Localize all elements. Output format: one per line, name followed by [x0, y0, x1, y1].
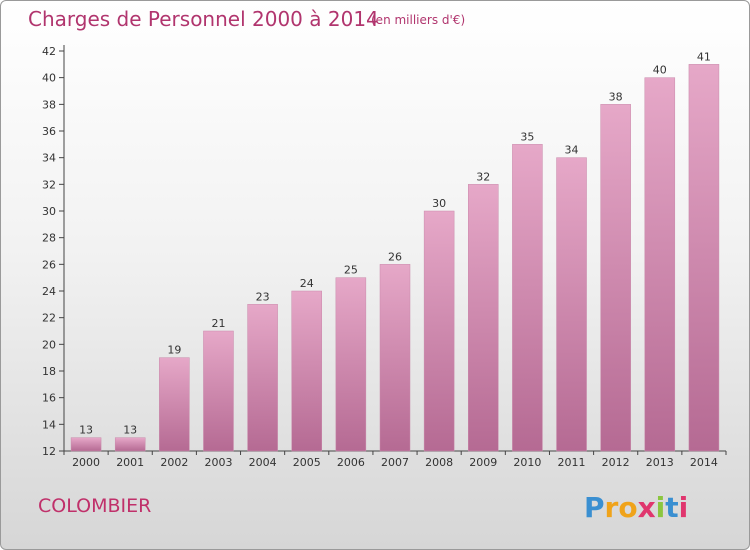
- y-tick-label: 16: [42, 392, 56, 405]
- bar: [291, 290, 322, 452]
- logo-letter: t: [665, 491, 679, 524]
- chart-subtitle: (en milliers d'€): [371, 13, 466, 27]
- bar-value-label: 35: [520, 130, 534, 143]
- x-tick-label: 2003: [204, 456, 232, 469]
- bar-value-label: 40: [653, 64, 667, 77]
- proxiti-logo: Proxiti: [584, 491, 688, 524]
- logo-letter: P: [584, 491, 605, 524]
- bar: [203, 330, 234, 452]
- x-tick-label: 2000: [72, 456, 100, 469]
- x-tick-label: 2007: [381, 456, 409, 469]
- bar-value-label: 23: [256, 290, 270, 303]
- x-tick-label: 2008: [425, 456, 453, 469]
- y-tick-label: 26: [42, 258, 56, 271]
- bar: [468, 184, 499, 452]
- y-tick-label: 34: [42, 152, 56, 165]
- y-tick-label: 18: [42, 365, 56, 378]
- y-tick-label: 36: [42, 125, 56, 138]
- bar-value-label: 24: [300, 277, 314, 290]
- y-tick-label: 22: [42, 312, 56, 325]
- y-tick-label: 28: [42, 232, 56, 245]
- bar: [512, 144, 543, 452]
- bar: [335, 277, 367, 452]
- bar-value-label: 21: [211, 317, 225, 330]
- bar: [159, 357, 190, 452]
- x-tick-label: 2006: [337, 456, 365, 469]
- logo-letter: i: [678, 491, 689, 524]
- x-tick-label: 2013: [646, 456, 674, 469]
- bar: [423, 210, 455, 452]
- y-tick-label: 38: [42, 98, 56, 111]
- x-tick-label: 2010: [513, 456, 541, 469]
- y-tick-label: 42: [42, 45, 56, 58]
- y-tick-label: 14: [42, 418, 56, 431]
- bar: [247, 304, 278, 452]
- x-tick-label: 2009: [469, 456, 497, 469]
- bar-value-label: 19: [167, 344, 181, 357]
- bar: [600, 104, 631, 452]
- y-tick-label: 40: [42, 72, 56, 85]
- bar-value-label: 13: [123, 424, 137, 437]
- logo-letter: r: [604, 491, 619, 524]
- y-tick-label: 30: [42, 205, 56, 218]
- logo-letter: x: [637, 491, 656, 524]
- logo-letter: i: [655, 491, 666, 524]
- bar-value-label: 32: [476, 170, 490, 183]
- y-tick-label: 20: [42, 338, 56, 351]
- y-tick-label: 24: [42, 285, 56, 298]
- logo-letter: o: [618, 491, 638, 524]
- x-tick-label: 2014: [690, 456, 718, 469]
- bar-value-label: 30: [432, 197, 446, 210]
- y-tick-label: 32: [42, 178, 56, 191]
- commune-name: COLOMBIER: [38, 495, 152, 517]
- bar-value-label: 41: [697, 50, 711, 63]
- x-tick-label: 2012: [602, 456, 630, 469]
- bar-value-label: 38: [609, 90, 623, 103]
- x-tick-label: 2011: [558, 456, 586, 469]
- chart-title: Charges de Personnel 2000 à 2014: [28, 7, 379, 31]
- bar: [114, 437, 146, 452]
- bar-value-label: 34: [565, 144, 579, 157]
- x-tick-label: 2005: [293, 456, 321, 469]
- y-tick-label: 12: [42, 445, 56, 458]
- x-tick-label: 2004: [249, 456, 277, 469]
- bar: [379, 264, 411, 452]
- bar-value-label: 13: [79, 424, 93, 437]
- x-tick-label: 2001: [116, 456, 144, 469]
- x-tick-label: 2002: [160, 456, 188, 469]
- bar: [556, 157, 587, 452]
- bar: [644, 77, 676, 452]
- bar: [688, 64, 720, 452]
- bar-value-label: 25: [344, 264, 358, 277]
- bar-value-label: 26: [388, 250, 402, 263]
- bar: [70, 437, 102, 452]
